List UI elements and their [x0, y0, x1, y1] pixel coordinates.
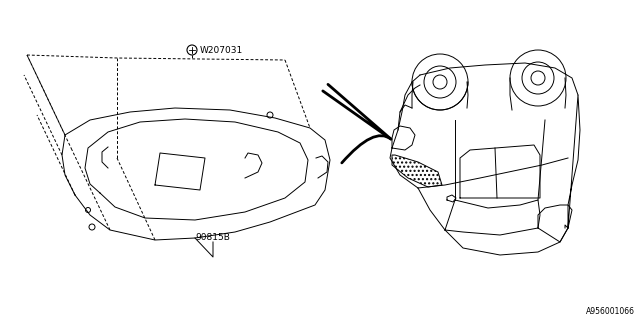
Text: A956001066: A956001066	[586, 307, 635, 316]
Text: 90815B: 90815B	[196, 233, 230, 242]
Text: W207031: W207031	[200, 45, 243, 54]
